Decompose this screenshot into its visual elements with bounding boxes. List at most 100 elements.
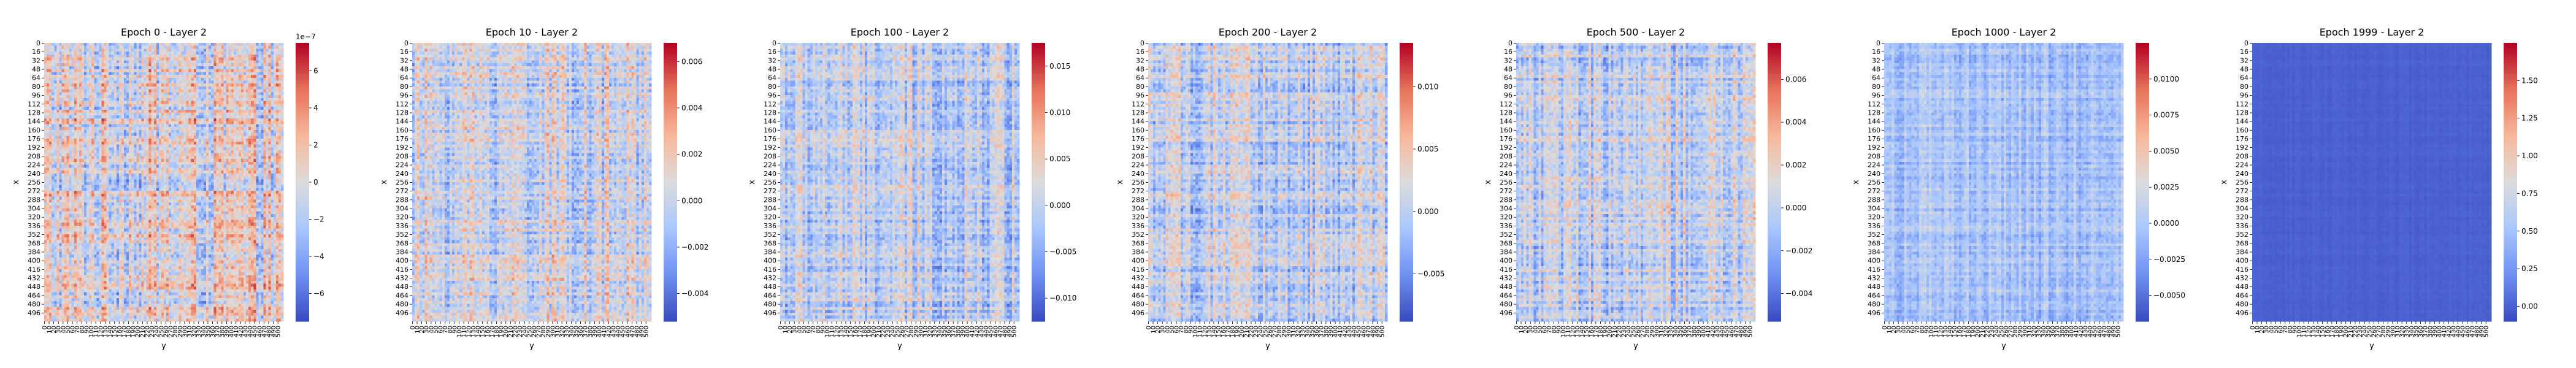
heatmap-cell <box>121 55 125 58</box>
heatmap-cell <box>149 80 152 83</box>
heatmap-cell <box>72 66 75 69</box>
heatmap-cell <box>44 80 47 83</box>
heatmap-cell <box>61 72 64 75</box>
heatmap-cell <box>79 55 82 58</box>
heatmap-cell <box>129 58 132 61</box>
heatmap-cell <box>221 58 224 61</box>
heatmap-cell <box>236 55 239 58</box>
heatmap-cell <box>86 60 90 63</box>
heatmap-cell <box>206 72 209 75</box>
heatmap-cell <box>59 55 62 58</box>
heatmap-cell <box>129 48 132 52</box>
heatmap-cell <box>171 69 174 72</box>
heatmap-cell <box>99 78 102 81</box>
heatmap-cell <box>52 69 55 72</box>
heatmap-cell <box>99 55 102 58</box>
heatmap-cell <box>191 60 194 63</box>
heatmap-cell <box>184 66 187 69</box>
heatmap-cell <box>194 52 197 55</box>
heatmap-cell <box>224 52 227 55</box>
chart-title: Epoch 0 - Layer 2 <box>121 26 207 38</box>
heatmap-cell <box>124 78 127 81</box>
heatmap-cell <box>241 43 244 46</box>
heatmap-cell <box>112 46 115 49</box>
heatmap-cell <box>64 86 67 90</box>
heatmap-cell <box>156 80 159 83</box>
heatmap-cell <box>261 48 264 52</box>
heatmap-cell <box>274 48 277 52</box>
heatmap-cell <box>107 48 110 52</box>
heatmap-cell <box>248 78 251 81</box>
heatmap-cell <box>209 69 212 72</box>
heatmap-cell <box>114 48 117 52</box>
heatmap-cell <box>159 60 162 63</box>
heatmap-cell <box>119 69 122 72</box>
heatmap-cell <box>61 78 64 81</box>
heatmap-cell <box>64 83 67 86</box>
heatmap-cell <box>194 80 197 83</box>
heatmap-cell <box>239 52 242 55</box>
heatmap-cell <box>166 63 169 66</box>
heatmap-cell <box>189 43 192 46</box>
heatmap-cell <box>181 83 184 86</box>
heatmap-cell <box>134 48 137 52</box>
heatmap-cell <box>204 63 207 66</box>
heatmap-cell <box>99 72 102 75</box>
heatmap-cell <box>139 78 142 81</box>
heatmap-cell <box>147 83 150 86</box>
heatmap-cell <box>269 66 272 69</box>
heatmap-cell <box>126 52 129 55</box>
heatmap-cell <box>194 66 197 69</box>
heatmap-cell <box>119 55 122 58</box>
heatmap-cell <box>67 66 70 69</box>
heatmap-cell <box>166 78 169 81</box>
heatmap-cell <box>156 78 159 81</box>
heatmap-cell <box>117 43 120 46</box>
heatmap-cell <box>221 72 224 75</box>
heatmap-cell <box>246 80 249 83</box>
heatmap-cell <box>189 66 192 69</box>
heatmap-cell <box>231 63 234 66</box>
heatmap-cell <box>251 55 254 58</box>
heatmap-cell <box>67 75 70 78</box>
heatmap-cell <box>54 55 57 58</box>
heatmap-cell <box>258 60 261 63</box>
heatmap-cell <box>124 52 127 55</box>
heatmap-cell <box>149 78 152 81</box>
heatmap-cell <box>261 55 264 58</box>
heatmap-cell <box>136 75 139 78</box>
heatmap-cell <box>174 55 177 58</box>
heatmap-cell <box>174 78 177 81</box>
heatmap-cell <box>186 80 190 83</box>
heatmap-cell <box>248 48 251 52</box>
heatmap-cell <box>218 52 221 55</box>
heatmap-cell <box>59 58 62 61</box>
heatmap-cell <box>94 48 97 52</box>
heatmap-cell <box>229 75 232 78</box>
heatmap-cell <box>258 69 261 72</box>
heatmap-cell <box>82 69 85 72</box>
heatmap-cell <box>181 69 184 72</box>
heatmap-cell <box>248 75 251 78</box>
heatmap-cell <box>44 69 47 72</box>
heatmap-cell <box>184 80 187 83</box>
heatmap-cell <box>96 63 99 66</box>
heatmap-cell <box>161 46 164 49</box>
heatmap-cell <box>117 72 120 75</box>
heatmap-cell <box>256 75 259 78</box>
heatmap-cell <box>54 63 57 66</box>
heatmap-cell <box>131 72 134 75</box>
heatmap-cell <box>171 83 174 86</box>
heatmap-cell <box>229 43 232 46</box>
heatmap-cell <box>209 48 212 52</box>
heatmap-cell <box>281 75 284 78</box>
heatmap-cell <box>239 78 242 81</box>
heatmap-cell <box>251 43 254 46</box>
heatmap-cell <box>176 72 179 75</box>
heatmap-cell <box>201 43 204 46</box>
heatmap-cell <box>236 78 239 81</box>
heatmap-cell <box>154 60 157 63</box>
heatmap-cell <box>274 60 277 63</box>
heatmap-cell <box>189 78 192 81</box>
heatmap-cell <box>209 80 212 83</box>
